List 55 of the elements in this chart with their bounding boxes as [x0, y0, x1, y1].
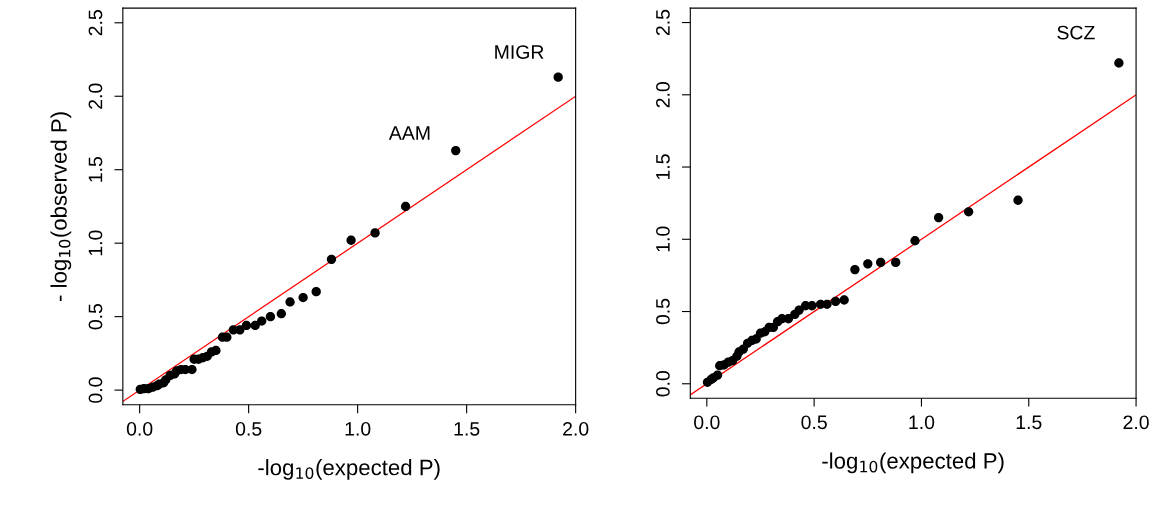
- annotation: MIGR: [495, 45, 544, 59]
- x-tick-label: 2.0: [1123, 415, 1149, 430]
- x-tick-label: 1.0: [345, 421, 371, 436]
- point: [241, 320, 252, 331]
- point: [839, 295, 849, 305]
- y-tick-label: 0.0: [88, 377, 103, 403]
- point: [910, 236, 920, 246]
- y-tick-label: 0.5: [656, 298, 670, 325]
- x-tick-label: 0.0: [126, 421, 153, 436]
- point: [876, 257, 886, 268]
- x-axis-title: -log$_{10}$(expected P): [258, 459, 440, 480]
- x-tick-label: 0.5: [235, 421, 262, 436]
- y-tick-label: 1.0: [656, 226, 670, 252]
- annotation: SCZ: [1057, 25, 1095, 40]
- point: [285, 297, 295, 307]
- x-tick-label: 0.0: [694, 415, 720, 430]
- y-tick-label: 1.5: [88, 157, 103, 182]
- y-tick-label: 1.5: [656, 154, 670, 180]
- point: [326, 254, 337, 264]
- y-tick-label: 0.5: [88, 303, 103, 330]
- point: [1013, 195, 1023, 205]
- point: [370, 228, 380, 238]
- point: [250, 320, 260, 331]
- point: [830, 296, 841, 307]
- annotation: AAM: [388, 126, 430, 140]
- point: [553, 72, 563, 82]
- point: [257, 316, 267, 326]
- point: [311, 287, 321, 297]
- point: [276, 309, 286, 319]
- y-tick-label: 2.5: [656, 9, 670, 36]
- point: [346, 235, 356, 245]
- point: [891, 257, 901, 268]
- x-tick-label: 1.5: [454, 422, 480, 436]
- x-tick-label: 2.0: [563, 421, 589, 436]
- y-tick-label: 1.0: [88, 230, 103, 256]
- point: [298, 292, 308, 303]
- point: [863, 259, 873, 269]
- point: [790, 309, 800, 320]
- x-axis-title: -log$_{10}$(expected P): [822, 452, 1004, 474]
- x-tick-label: 1.0: [909, 415, 935, 430]
- point: [850, 264, 860, 275]
- y-tick-label: 2.0: [656, 82, 670, 108]
- point: [964, 207, 974, 217]
- point: [400, 201, 411, 212]
- y-tick-label: 2.0: [88, 83, 103, 109]
- x-tick-label: 1.5: [1016, 415, 1042, 430]
- point: [933, 212, 944, 223]
- y-axis-title: - log$_{10}$(observed P): [50, 112, 72, 302]
- point: [451, 145, 461, 156]
- point: [1114, 58, 1124, 68]
- y-tick-label: 2.5: [88, 10, 103, 36]
- y-tick-label: 0.0: [656, 371, 670, 397]
- point: [702, 377, 713, 387]
- point: [265, 311, 276, 322]
- x-tick-label: 0.5: [801, 415, 827, 430]
